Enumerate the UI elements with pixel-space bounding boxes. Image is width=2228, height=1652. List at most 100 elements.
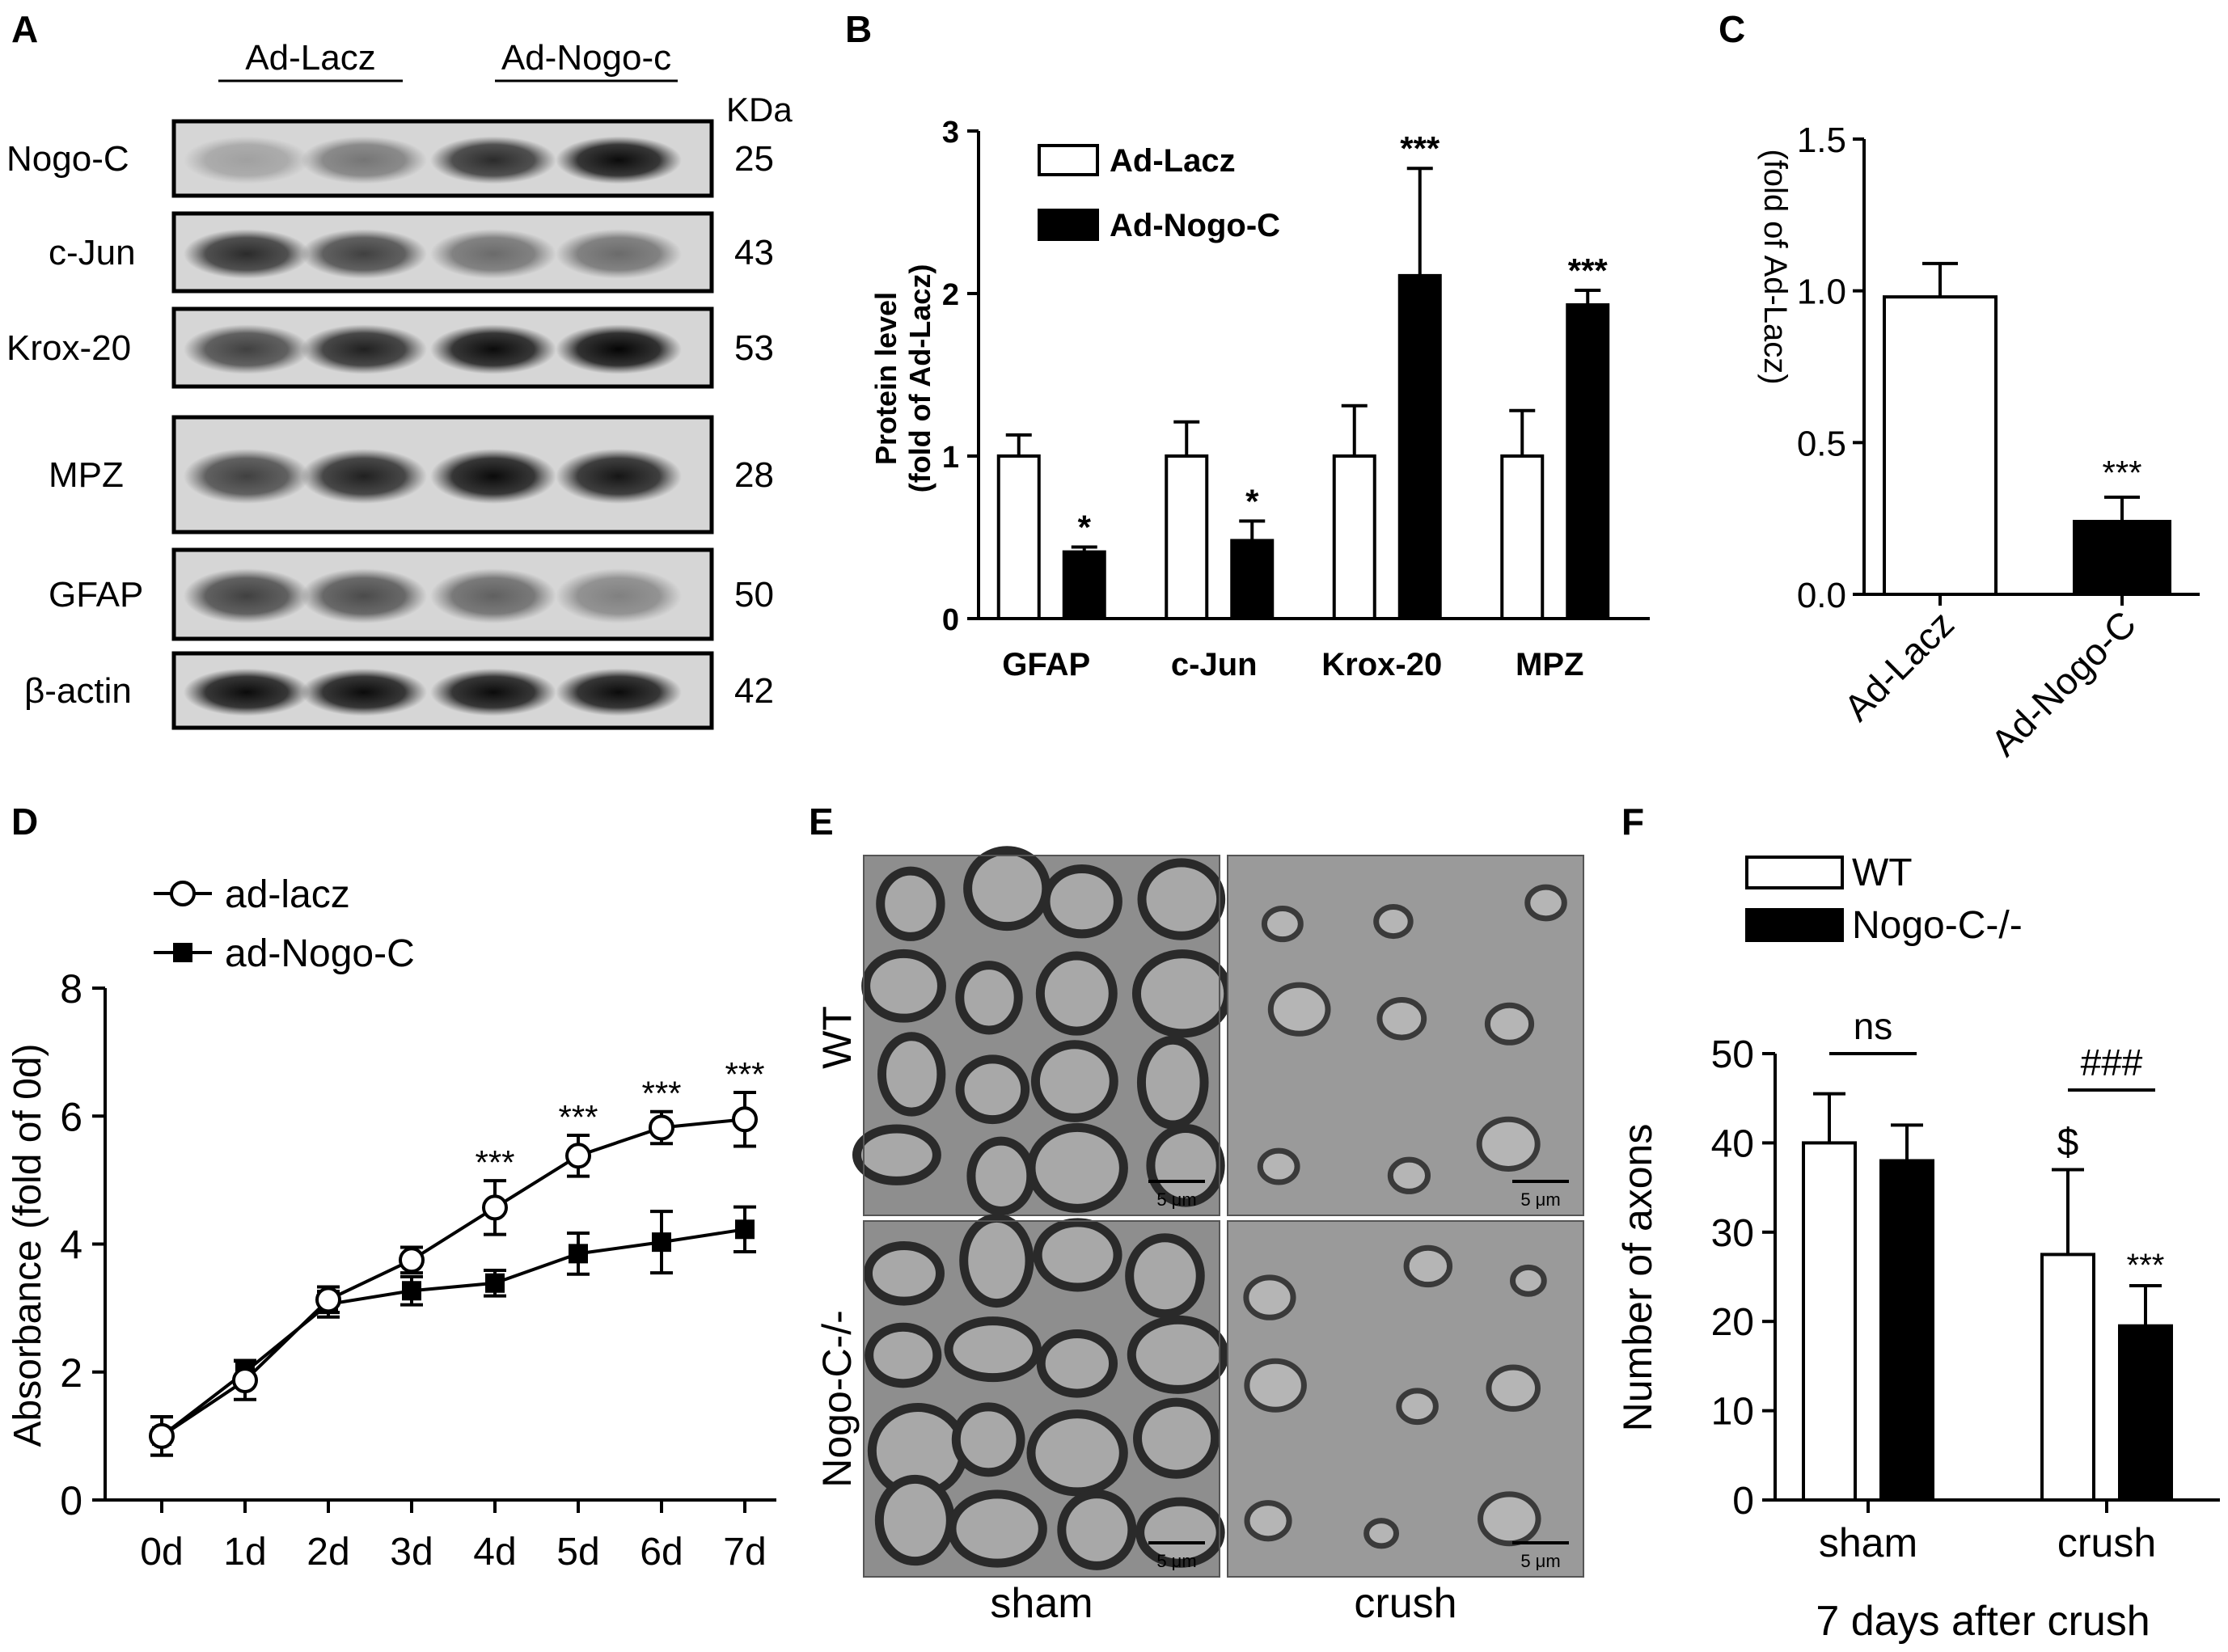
blot-protein-label: MPZ bbox=[49, 455, 124, 495]
marker-circle-lacz bbox=[149, 1422, 175, 1449]
blot-kda-value: 53 bbox=[734, 328, 774, 368]
x-tick-label-d: 4d bbox=[473, 1531, 516, 1574]
bar-b-lacz bbox=[1165, 454, 1209, 620]
myelinated-axon bbox=[852, 1124, 941, 1185]
legend-label-wt: WT bbox=[1852, 851, 1913, 894]
y-tick-label-f: 10 bbox=[1711, 1391, 1754, 1434]
degenerating-axon bbox=[1387, 1156, 1431, 1194]
myelinated-axon bbox=[1026, 1409, 1128, 1497]
legend-label-ko: Nogo-C-/- bbox=[1852, 904, 2023, 947]
degenerating-axon bbox=[1524, 884, 1567, 922]
degenerating-axon bbox=[1486, 1364, 1541, 1412]
y-tick-label-f: 40 bbox=[1711, 1122, 1754, 1165]
degenerating-axon bbox=[1243, 1274, 1296, 1320]
panel-d-chart: D 0 2 4 6 8 0d 1d 2d 3d 4d 5d 6d 7d *** *** *** *** Absor… bbox=[6, 801, 776, 1574]
myelinated-axon bbox=[955, 961, 1023, 1035]
legend-label-nogo: Ad-Nogo-C bbox=[1110, 208, 1280, 243]
em-frame bbox=[1227, 1220, 1584, 1578]
y-axis-label-c: (fold of Ad-Lacz) bbox=[1757, 149, 1793, 384]
group-label-nogo: Ad-Nogo-c bbox=[501, 38, 671, 78]
y-tick-label-f: 30 bbox=[1711, 1212, 1754, 1255]
myelinated-axon bbox=[959, 1213, 1034, 1308]
blot-protein-label: Nogo-C bbox=[6, 139, 129, 179]
myelinated-axon bbox=[966, 1136, 1036, 1215]
blot-protein-label: c-Jun bbox=[49, 233, 136, 273]
degenerating-axon bbox=[1476, 1116, 1541, 1172]
blot-band bbox=[556, 229, 682, 279]
bar-f-wt bbox=[2040, 1253, 2095, 1502]
degenerating-axon bbox=[1363, 1518, 1400, 1549]
degenerating-axon bbox=[1267, 982, 1331, 1037]
legend-label-lacz: Ad-Lacz bbox=[1110, 143, 1236, 179]
significance-d: *** bbox=[475, 1143, 514, 1181]
marker-square-nogo bbox=[485, 1273, 505, 1293]
em-frame bbox=[863, 855, 1220, 1216]
blot-kda-value: 25 bbox=[734, 139, 774, 179]
blot-band bbox=[556, 136, 682, 184]
myelinated-axon bbox=[947, 1489, 1047, 1568]
bar-b-nogo bbox=[1230, 539, 1275, 621]
y-tick-label-c: 1.5 bbox=[1797, 120, 1846, 160]
blot-protein-label: Krox-20 bbox=[6, 328, 131, 368]
x-tick-label-b: Krox-20 bbox=[1321, 647, 1442, 682]
bar-f-ko bbox=[2118, 1324, 2173, 1502]
y-axis-label-f: Number of axons bbox=[1615, 1124, 1660, 1432]
myelinated-axon bbox=[1035, 951, 1118, 1036]
degenerating-axon bbox=[1396, 1388, 1439, 1426]
bar-b-lacz bbox=[1332, 454, 1376, 620]
degenerating-axon bbox=[1403, 1244, 1453, 1288]
blot-band bbox=[556, 449, 682, 504]
x-tick-label-d: 2d bbox=[307, 1531, 349, 1574]
panel-b-chart: B 0 1 2 3 GFAP * c-Jun * Krox-20 *** MPZ *** Protein… bbox=[845, 8, 1650, 682]
panel-a-western-blot: A Ad-Lacz Ad-Nogo-c KDa Nogo-C 25 c-Jun 43 K… bbox=[6, 8, 793, 730]
series-line-lacz bbox=[160, 1118, 746, 1438]
x-axis-label-f: 7 days after crush bbox=[1816, 1598, 2150, 1645]
panel-e-micrographs: E 5 μm 5 μm 5 μm 5 μm WT Nogo-C-/- sham crush bbox=[809, 801, 1584, 1627]
significance-d: *** bbox=[641, 1075, 681, 1113]
y-tick-label-d: 6 bbox=[60, 1094, 82, 1139]
series-line-nogo bbox=[160, 1227, 746, 1438]
myelinated-axon bbox=[955, 1054, 1030, 1125]
blot-band bbox=[430, 449, 556, 504]
blot-kda-value: 42 bbox=[734, 671, 774, 711]
col-label-sham: sham bbox=[990, 1580, 1093, 1627]
annotation-ns: ns bbox=[1854, 1005, 1893, 1047]
myelinated-axon bbox=[1136, 1035, 1209, 1130]
marker-circle-lacz bbox=[399, 1247, 425, 1274]
col-label-crush: crush bbox=[1354, 1580, 1456, 1627]
blot-band bbox=[301, 136, 427, 184]
em-frame bbox=[1227, 855, 1584, 1216]
blot-band bbox=[556, 324, 682, 374]
row-label-ko: Nogo-C-/- bbox=[814, 1310, 860, 1487]
blot-band bbox=[184, 324, 310, 374]
legend-swatch-nogo bbox=[1038, 209, 1099, 241]
x-tick-label-d: 1d bbox=[223, 1531, 266, 1574]
y-tick-label-d: 0 bbox=[60, 1478, 82, 1523]
bar-b-lacz bbox=[996, 454, 1041, 620]
blot-band bbox=[430, 324, 556, 374]
bar-c bbox=[2073, 519, 2171, 596]
legend-label-lacz-d: ad-lacz bbox=[225, 873, 350, 916]
degenerating-axon bbox=[1261, 906, 1304, 943]
marker-square-nogo bbox=[735, 1219, 755, 1240]
myelinated-axon bbox=[877, 1032, 946, 1117]
bar-b-lacz bbox=[1500, 454, 1545, 620]
significance-c: *** bbox=[2102, 454, 2141, 492]
myelinated-axon bbox=[1131, 949, 1233, 1038]
legend-marker-nogo bbox=[173, 943, 192, 962]
blot-band bbox=[184, 668, 310, 716]
y-tick-label-b: 1 bbox=[942, 441, 959, 475]
x-tick-label-b: MPZ bbox=[1516, 647, 1583, 682]
blot-band bbox=[301, 568, 427, 623]
myelinated-axon bbox=[863, 1240, 945, 1306]
y-axis-label-b-line1: Protein level bbox=[869, 292, 903, 465]
x-tick-label-f: crush bbox=[2057, 1520, 2156, 1565]
blot-band bbox=[184, 229, 310, 279]
x-tick-label-b: GFAP bbox=[1002, 647, 1090, 682]
x-tick-label-b: c-Jun bbox=[1171, 647, 1258, 682]
legend-swatch-wt bbox=[1745, 856, 1844, 889]
y-tick-label-d: 4 bbox=[60, 1223, 82, 1268]
myelinated-axon bbox=[1127, 1315, 1229, 1394]
panel-f-chart: F 0 10 20 30 40 50 sham crush ns ###$ *** Number of… bbox=[1615, 801, 2220, 1645]
myelinated-axon bbox=[1146, 1124, 1225, 1207]
